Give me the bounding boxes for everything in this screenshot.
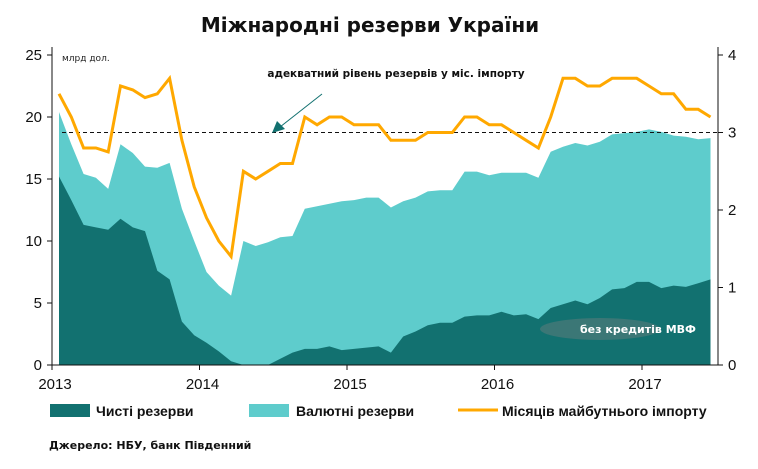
x-tick-label: 2015 [333, 376, 366, 393]
legend-swatch-fx [249, 404, 289, 417]
legend: Чисті резерви Валютні резерви Місяців ма… [50, 403, 707, 419]
fx-reserves-area [59, 112, 711, 365]
chart-title: Міжнародні резерви України [201, 13, 539, 37]
x-tick-label: 2013 [38, 376, 71, 393]
legend-swatch-net [50, 404, 90, 417]
source-note: Джерело: НБУ, банк Південний [49, 439, 251, 452]
annotation-arrow [272, 93, 323, 133]
y-tick-label-left: 5 [34, 295, 42, 312]
y-tick-label-left: 0 [34, 357, 42, 374]
y-tick-label-left: 15 [25, 171, 42, 188]
imf-annotation-highlight [540, 318, 660, 340]
y-tick-label-left: 25 [25, 47, 42, 64]
legend-label-import: Місяців майбутнього імпорту [502, 403, 707, 419]
y-tick-label-left: 10 [25, 233, 42, 250]
y-tick-label-right: 2 [728, 202, 736, 219]
y-tick-label-right: 0 [728, 357, 736, 374]
adequate-level-annotation: адекватний рівень резервів у міс. імпорт… [267, 68, 524, 80]
import-months-line [57, 74, 712, 261]
y-tick-label-right: 3 [728, 125, 736, 142]
legend-label-fx: Валютні резерви [296, 403, 414, 419]
x-tick-label: 2014 [186, 376, 219, 393]
imf-annotation: без кредитів МВФ [580, 323, 696, 336]
x-tick-label: 2016 [481, 376, 514, 393]
legend-label-net: Чисті резерви [96, 403, 194, 419]
y-tick-label-left: 20 [25, 109, 42, 126]
y-axis-unit-label: млрд дол. [62, 54, 110, 64]
net-reserves-area [59, 176, 711, 365]
x-tick-label: 2017 [628, 376, 661, 393]
y-tick-label-right: 1 [728, 280, 736, 297]
y-tick-label-right: 4 [728, 47, 736, 64]
